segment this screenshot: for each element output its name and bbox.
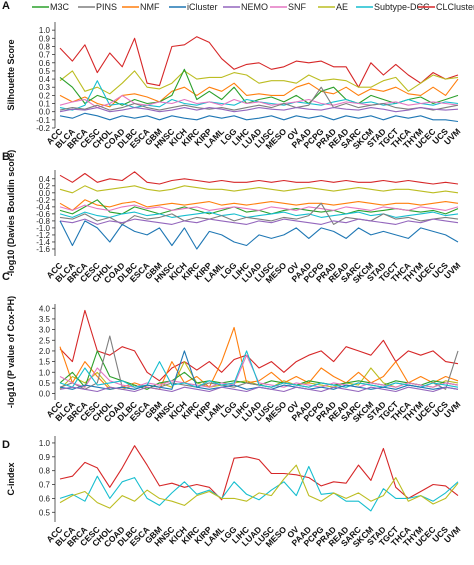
y-tick-label: -1.4 — [36, 238, 50, 247]
legend-label: CLCluster — [436, 2, 474, 12]
series-line-snf — [59, 204, 459, 211]
legend-item-pins: PINS — [78, 2, 117, 12]
series-line-nmf — [59, 199, 459, 211]
series-line-ae — [59, 464, 459, 509]
panel-D: D 1.00.90.80.70.60.5C-indexACCBLCABRCACES… — [2, 436, 462, 549]
legend-item-nmf: NMF — [122, 2, 160, 12]
panel-letter: B — [2, 151, 10, 163]
series-line-nemo — [59, 107, 459, 113]
y-tick-label: 2.5 — [39, 336, 51, 345]
y-tick-label: -0.1 — [36, 116, 50, 125]
panels: A-0.2-0.10.00.10.20.30.40.50.60.70.80.91… — [2, 0, 462, 549]
y-tick-label: 0.5 — [39, 67, 51, 76]
y-tick-label: 0.3 — [39, 83, 51, 92]
y-tick-label: 0.7 — [39, 51, 51, 60]
y-tick-label: -0.2 — [36, 196, 50, 205]
panel-C: C 4.0 3.5 3.02.5 2.0 1.51.0 0.5 0.0 -log10 (P va… — [2, 271, 462, 424]
series-line-clcluster — [59, 309, 459, 382]
legend: M3C PINS NMF iCluster NEMO SNF AE Subtype-DCC CL… — [32, 2, 474, 12]
y-tick-label: -0.8 — [36, 217, 50, 226]
y-tick-label: 0.7 — [39, 481, 51, 490]
legend-item-clcluster: CLCluster — [418, 2, 474, 12]
panel-B: B 0.40.20.0-0.2-0.4-0.6-0.8-1.0-1.2-1.4-1… — [2, 150, 462, 285]
series-line-pins — [59, 86, 459, 111]
series-line-subtype-dcc — [59, 465, 459, 512]
legend-label: M3C — [50, 2, 70, 12]
y-tick-label: 4.0 — [39, 304, 51, 313]
legend-label: NMF — [140, 2, 160, 12]
y-tick-label: 0.6 — [39, 59, 51, 68]
y-tick-label: 0.0 — [39, 390, 51, 399]
series-line-snf — [59, 354, 459, 388]
y-tick-label: -0.6 — [36, 210, 50, 219]
legend-item-subtype-dcc: Subtype-DCC — [356, 2, 430, 12]
series-line-ae — [59, 70, 459, 95]
y-tick-label: -1.0 — [36, 224, 50, 233]
series-line-m3c — [59, 68, 459, 106]
y-tick-label: 0.8 — [39, 42, 51, 51]
series-line-subtype-dcc — [59, 350, 459, 388]
y-tick-label: 0.2 — [39, 91, 51, 100]
panel-letter: D — [2, 439, 10, 451]
series-line-subtype-dcc — [59, 211, 459, 218]
y-tick-label: 0.4 — [39, 75, 51, 84]
y-tick-label: 1.0 — [39, 439, 51, 448]
y-tick-label: 0.6 — [39, 494, 51, 503]
y-tick-label: 1.0 — [39, 26, 51, 35]
y-tick-label: 0.0 — [39, 189, 51, 198]
y-tick-label: 0.5 — [39, 379, 51, 388]
y-tick-label: 0.2 — [39, 182, 51, 191]
y-tick-label: -0.4 — [36, 203, 50, 212]
panel-letter: C — [2, 271, 10, 283]
y-tick-label: 0.5 — [39, 508, 51, 517]
y-tick-label: 0.9 — [39, 34, 51, 43]
y-tick-label: 3.5 — [39, 315, 51, 324]
series-line-snf — [59, 94, 459, 109]
panel-A: A -0.2-0.10.00.10.20.30.40.50.60.70.80.91… — [2, 0, 462, 151]
legend-label: iCluster — [187, 2, 218, 12]
series-line-clcluster — [59, 445, 459, 501]
series-line-ae — [59, 185, 459, 194]
y-tick-label: 1.0 — [39, 368, 51, 377]
legend-item-m3c: M3C — [32, 2, 70, 12]
series-line-icluster — [59, 112, 459, 123]
y-axis-label: -log10 (Davies Bouldin score) — [6, 150, 16, 277]
legend-item-snf: SNF — [270, 2, 307, 12]
y-tick-label: -1.2 — [36, 231, 50, 240]
y-axis-label: C-index — [6, 462, 16, 495]
legend-label: AE — [336, 2, 348, 12]
y-tick-label: 0.1 — [39, 100, 51, 109]
legend-label: PINS — [96, 2, 117, 12]
y-axis-label: -log10 (P value of Cox-PH) — [6, 296, 16, 408]
series-line-nemo — [59, 218, 459, 225]
y-tick-label: 1.5 — [39, 358, 51, 367]
series-line-nmf — [59, 78, 459, 108]
y-tick-label: -1.6 — [36, 245, 50, 254]
legend-item-ae: AE — [318, 2, 348, 12]
series-line-icluster — [59, 220, 459, 250]
legend-label: Subtype-DCC — [374, 2, 430, 12]
y-tick-label: -0.2 — [36, 124, 50, 133]
y-tick-label: 2.0 — [39, 347, 51, 356]
y-axis-label: Silhouette Score — [6, 39, 16, 110]
y-tick-label: 0.4 — [39, 175, 51, 184]
series-line-m3c — [59, 199, 459, 215]
panel-letter: A — [2, 0, 10, 12]
series-line-clcluster — [59, 36, 459, 88]
y-tick-label: 0.9 — [39, 453, 51, 462]
legend-item-nemo: NEMO — [223, 2, 268, 12]
legend-item-icluster: iCluster — [169, 2, 218, 12]
series-line-nemo — [59, 386, 459, 393]
legend-label: SNF — [288, 2, 307, 12]
legend-label: NEMO — [241, 2, 268, 12]
series-line-clcluster — [59, 171, 459, 185]
y-tick-label: 0.8 — [39, 467, 51, 476]
y-tick-label: 0.0 — [39, 108, 51, 117]
y-tick-label: 3.0 — [39, 326, 51, 335]
